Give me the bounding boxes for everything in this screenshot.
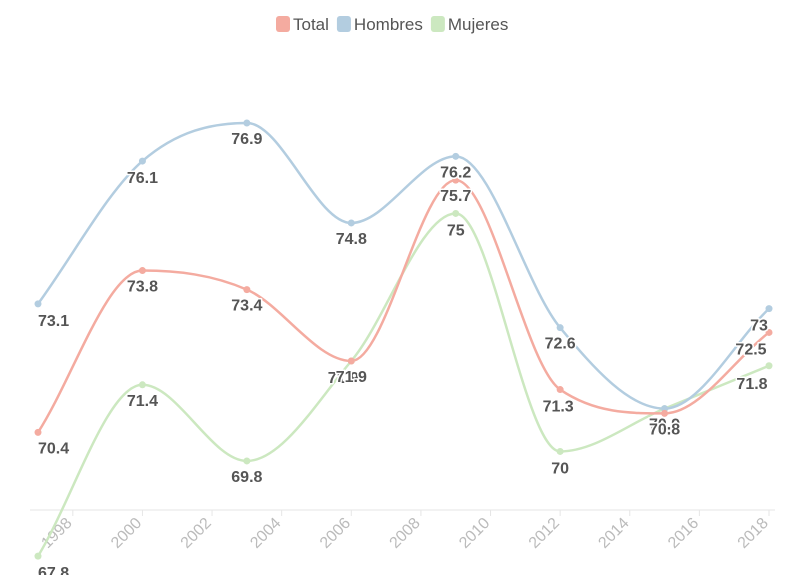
data-label-hombres-2003: 76.9 <box>231 131 262 148</box>
data-label-mujeres-2012: 70 <box>551 460 569 477</box>
data-label-hombres-2000: 76.1 <box>127 170 158 187</box>
data-label-hombres-2006: 74.8 <box>336 231 367 248</box>
data-label-total-2000: 73.8 <box>127 279 158 296</box>
data-label-mujeres-2009: 75 <box>447 222 465 239</box>
point-total-2006[interactable] <box>347 357 355 365</box>
point-total-2003[interactable] <box>243 286 251 294</box>
legend-label-hombres[interactable]: Hombres <box>354 15 423 34</box>
legend-swatch-mujeres <box>430 16 445 32</box>
legend: Total Hombres Mujeres <box>276 15 508 34</box>
data-label-total-2012: 71.3 <box>543 399 574 416</box>
point-hombres-2000[interactable] <box>138 157 146 165</box>
data-label-mujeres-2000: 71.4 <box>127 393 158 410</box>
point-total-2018[interactable] <box>765 328 773 336</box>
legend-swatch-hombres <box>336 16 351 32</box>
x-tick-label-2006: 2006 <box>317 515 354 552</box>
data-label-total-2006: 71.9 <box>336 369 367 386</box>
legend-label-total[interactable]: Total <box>293 15 329 34</box>
point-hombres-2003[interactable] <box>243 119 251 127</box>
point-mujeres-2009[interactable] <box>452 209 460 217</box>
x-tick-label-2012: 2012 <box>526 515 563 552</box>
series-line-mujeres <box>36 212 771 558</box>
data-label-total-2003: 73.4 <box>231 298 262 315</box>
point-total-2000[interactable] <box>138 267 146 275</box>
point-mujeres-2018[interactable] <box>765 362 773 370</box>
point-hombres-2012[interactable] <box>556 324 564 332</box>
point-hombres-2018[interactable] <box>765 305 773 313</box>
x-tick-label-2002: 2002 <box>178 515 215 552</box>
point-mujeres-1997[interactable] <box>34 552 42 560</box>
data-label-mujeres-2015: 70.9 <box>649 417 680 434</box>
x-axis: 1998 2000 2002 2004 2006 2008 2010 2012 2014 2016… <box>30 509 775 552</box>
point-hombres-2009[interactable] <box>452 152 460 160</box>
point-total-1997[interactable] <box>34 428 42 436</box>
data-label-total-1997: 70.4 <box>38 440 69 457</box>
legend-label-mujeres[interactable]: Mujeres <box>448 15 508 34</box>
point-hombres-1997[interactable] <box>34 300 42 308</box>
data-label-mujeres-2018: 71.8 <box>736 376 767 393</box>
x-tick-label-2008: 2008 <box>387 515 424 552</box>
data-label-hombres-2009: 76.2 <box>440 164 471 181</box>
data-label-total-2018: 72.5 <box>735 341 766 358</box>
data-label-total-2009: 75.7 <box>440 188 471 205</box>
x-tick-label-2000: 2000 <box>108 515 145 552</box>
point-total-2009[interactable] <box>452 176 460 184</box>
series-points <box>34 119 773 560</box>
data-label-hombres-2018: 73 <box>750 318 768 335</box>
data-label-total-2015: 70.8 <box>649 421 680 438</box>
data-label-hombres-2015: 70.9 <box>649 417 680 434</box>
point-total-2015[interactable] <box>661 409 669 417</box>
point-total-2012[interactable] <box>556 386 564 394</box>
point-mujeres-2000[interactable] <box>138 381 146 389</box>
legend-swatch-total <box>276 16 290 32</box>
x-tick-label-2018: 2018 <box>735 515 772 552</box>
point-hombres-2006[interactable] <box>347 219 355 227</box>
x-tick-label-2016: 2016 <box>665 515 702 552</box>
point-mujeres-2012[interactable] <box>556 447 564 455</box>
data-label-mujeres-2006: 71.9 <box>328 370 359 387</box>
data-label-mujeres-2003: 69.8 <box>231 469 262 486</box>
x-tick-label-2014: 2014 <box>595 515 632 552</box>
data-label-mujeres-1997: 67.8 <box>38 565 69 575</box>
series-lines <box>36 121 771 558</box>
point-mujeres-2003[interactable] <box>243 457 251 465</box>
x-tick-label-2004: 2004 <box>247 515 284 552</box>
x-tick-label-2010: 2010 <box>456 515 493 552</box>
series-line-hombres <box>36 121 771 410</box>
data-labels: 67.8 71.4 69.8 71.9 75 70 70.9 71.8 73.1 76.1 76.9… <box>37 130 770 575</box>
data-label-hombres-1997: 73.1 <box>38 313 69 330</box>
data-label-hombres-2012: 72.6 <box>545 336 576 353</box>
